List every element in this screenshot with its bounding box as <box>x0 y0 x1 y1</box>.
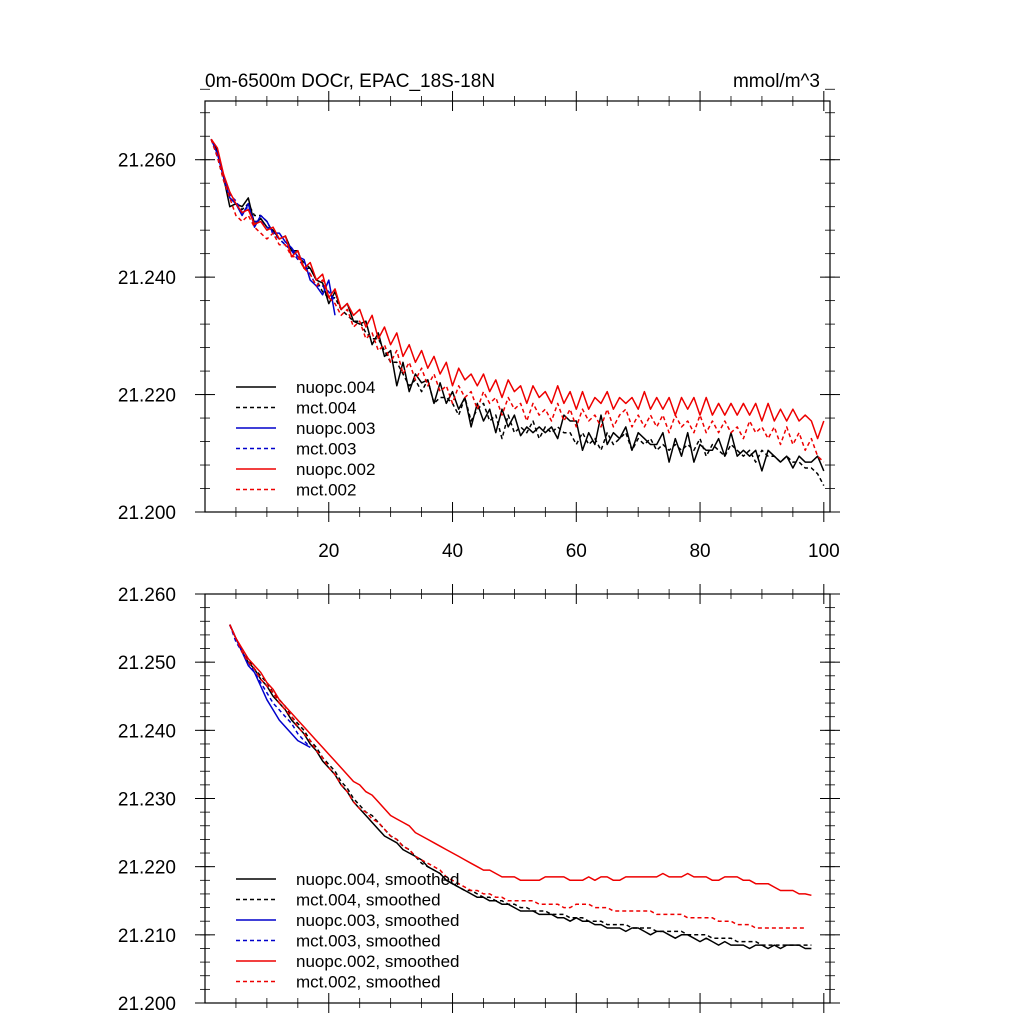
legend-label: nuopc.003 <box>296 419 375 438</box>
y-tick-label: 21.260 <box>118 151 176 172</box>
series-line-mct-002-smoothed <box>229 624 806 929</box>
x-tick-label: 40 <box>442 541 463 562</box>
legend-label: mct.004, smoothed <box>296 891 441 910</box>
legend-label: nuopc.004, smoothed <box>296 870 460 889</box>
y-tick-label: 21.250 <box>118 653 176 674</box>
y-tick-label: 21.220 <box>118 386 176 407</box>
top-plot: 20 40 60 80 100 21.200 21.220 21.240 21.260 nuopc… <box>118 88 840 562</box>
series-line-mct-003 <box>210 138 336 302</box>
y-tick-label: 21.240 <box>118 268 176 289</box>
series-line-nuopc-002-smoothed <box>229 624 812 897</box>
series-line-nuopc-002 <box>210 138 825 440</box>
chart-units: mmol/m^3 <box>733 71 820 92</box>
x-tick-label: 80 <box>689 541 710 562</box>
series-line-nuopc-003-smoothed <box>229 624 311 749</box>
series-line-mct-004 <box>210 138 825 486</box>
y-tick-label: 21.220 <box>118 858 176 879</box>
y-tick-label: 21.240 <box>118 721 176 742</box>
series-line-nuopc-004 <box>210 138 825 472</box>
y-tick-label: 21.200 <box>118 994 176 1015</box>
series-line-nuopc-004-smoothed <box>229 624 812 950</box>
bottom-plot: 21.200 21.210 21.220 21.230 21.240 21.250 21.2… <box>118 584 840 1015</box>
legend-label: nuopc.004 <box>296 378 375 397</box>
series-line-mct-003-smoothed <box>229 624 311 748</box>
legend-label: mct.004 <box>296 399 356 418</box>
y-tick-label: 21.230 <box>118 790 176 811</box>
y-tick-label: 21.200 <box>118 503 176 524</box>
x-tick-label: 20 <box>318 541 339 562</box>
chart-title: 0m-6500m DOCr, EPAC_18S-18N <box>205 71 495 92</box>
legend-label: nuopc.002 <box>296 460 375 479</box>
legend-label: mct.003, smoothed <box>296 932 441 951</box>
series-line-mct-004-smoothed <box>229 624 812 946</box>
x-tick-label: 100 <box>808 541 840 562</box>
series-line-mct-002 <box>210 138 825 463</box>
legend-label: mct.003 <box>296 440 356 459</box>
plot-frame <box>204 100 831 513</box>
legend-label: nuopc.002, smoothed <box>296 952 460 971</box>
legend-label: mct.002 <box>296 481 356 500</box>
y-tick-label: 21.210 <box>118 926 176 947</box>
x-tick-label: 60 <box>566 541 587 562</box>
y-tick-label: 21.260 <box>118 585 176 606</box>
legend-label: nuopc.003, smoothed <box>296 911 460 930</box>
legend-label: mct.002, smoothed <box>296 973 441 992</box>
